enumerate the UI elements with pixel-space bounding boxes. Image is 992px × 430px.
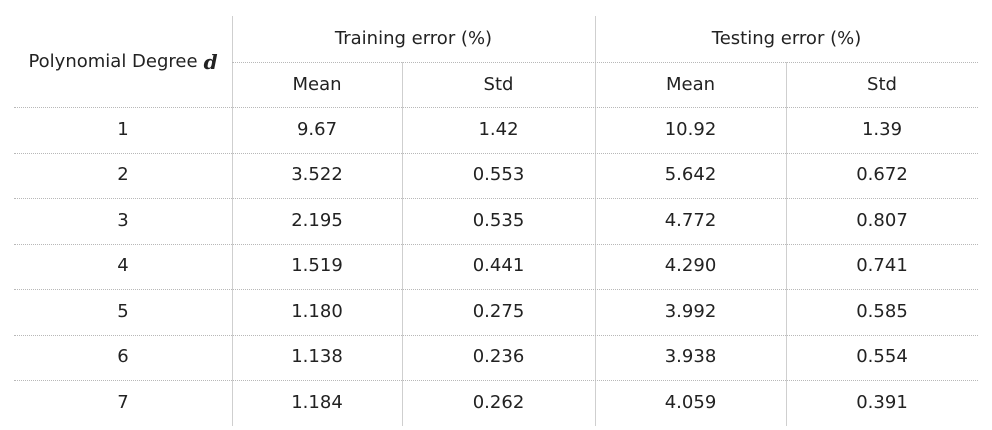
- divider-vertical: [232, 16, 233, 426]
- results-table: Polynomial Degree d Training error (%) T…: [14, 16, 978, 426]
- cell-testing-std: 0.741: [856, 255, 908, 277]
- cell-testing-std: 0.554: [856, 346, 908, 368]
- cell-training-mean: 1.184: [291, 391, 343, 413]
- cell-degree: 2: [117, 164, 129, 186]
- cell-testing-mean: 4.059: [664, 391, 717, 413]
- cell-degree: 7: [117, 391, 129, 413]
- cell-training-mean: 1.180: [291, 300, 343, 322]
- cell-testing-std: 0.807: [856, 209, 908, 231]
- cell-testing-mean: 5.642: [664, 164, 717, 186]
- divider-row: [14, 198, 978, 199]
- cell-training-mean: 2.195: [291, 209, 343, 231]
- cell-testing-mean: 3.992: [664, 300, 717, 322]
- cell-training-mean: 9.67: [296, 118, 338, 140]
- divider-row: [14, 152, 978, 154]
- header-testing-std: Std: [867, 73, 897, 95]
- header-testing-error: Testing error (%): [711, 28, 862, 49]
- cell-testing-std: 0.672: [856, 164, 908, 186]
- cell-degree: 1: [117, 118, 129, 140]
- divider-vertical: [595, 16, 596, 426]
- cell-testing-std: 1.39: [861, 118, 903, 140]
- cell-training-mean: 1.138: [291, 346, 343, 368]
- cell-training-std: 0.262: [472, 391, 525, 413]
- header-polynomial-degree-label: Polynomial Degree: [28, 50, 198, 72]
- cell-testing-mean: 10.92: [664, 118, 717, 140]
- cell-training-std: 1.42: [478, 118, 519, 140]
- cell-degree: 3: [117, 209, 129, 231]
- cell-testing-std: 0.391: [856, 391, 908, 413]
- header-testing-mean: Mean: [665, 73, 716, 95]
- divider-header: [14, 107, 978, 108]
- divider-header-group: [232, 62, 978, 63]
- cell-training-std: 0.275: [472, 300, 525, 322]
- cell-testing-mean: 4.290: [664, 255, 717, 277]
- divider-row: [14, 289, 978, 290]
- cell-testing-mean: 4.772: [664, 209, 717, 231]
- cell-training-std: 0.236: [472, 346, 525, 368]
- divider-row: [14, 243, 978, 245]
- header-degree-variable: d: [203, 49, 218, 74]
- cell-testing-mean: 3.938: [664, 346, 717, 368]
- cell-training-mean: 1.519: [291, 255, 343, 277]
- header-polynomial-degree: Polynomial Degree d: [14, 16, 232, 107]
- header-training-error: Training error (%): [334, 28, 493, 49]
- cell-training-mean: 3.522: [291, 164, 343, 186]
- divider-row: [14, 380, 978, 381]
- cell-training-std: 0.553: [472, 164, 525, 186]
- cell-degree: 4: [117, 255, 129, 277]
- cell-degree: 5: [117, 300, 129, 322]
- cell-training-std: 0.441: [472, 255, 525, 277]
- divider-row: [14, 334, 978, 336]
- cell-training-std: 0.535: [472, 209, 525, 231]
- header-training-mean: Mean: [292, 73, 342, 95]
- cell-testing-std: 0.585: [856, 300, 908, 322]
- header-training-std: Std: [483, 73, 514, 95]
- cell-degree: 6: [117, 346, 129, 368]
